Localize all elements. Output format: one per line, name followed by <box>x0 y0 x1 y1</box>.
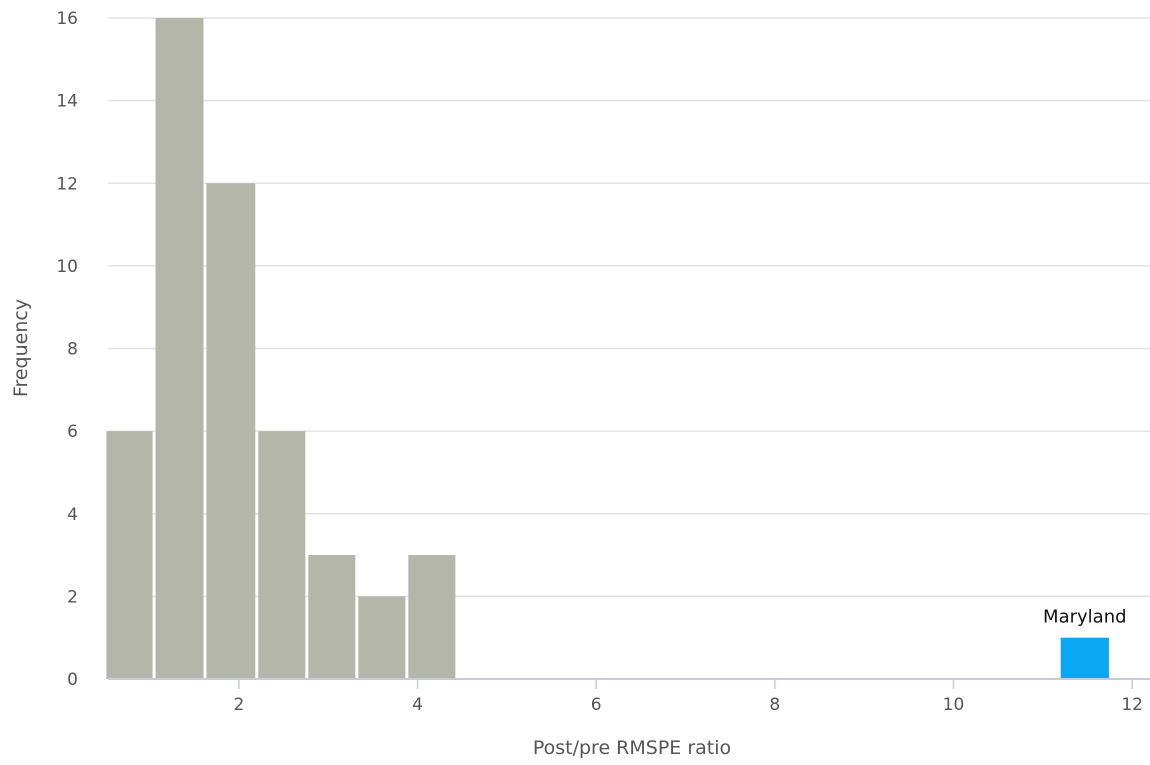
y-tick-label: 16 <box>56 9 78 29</box>
x-axis-title: Post/pre RMSPE ratio <box>533 737 731 759</box>
histogram-bar <box>358 596 406 679</box>
histogram-bar <box>155 18 204 679</box>
x-tick-label: 4 <box>412 695 423 715</box>
x-axis-ticks: 2 4 6 8 10 12 <box>234 679 1143 715</box>
histogram-bar <box>308 555 356 679</box>
y-axis-title: Frequency <box>10 299 32 397</box>
x-tick-label: 6 <box>591 695 602 715</box>
y-tick-label: 2 <box>67 587 78 607</box>
histogram-bar <box>106 431 153 679</box>
y-tick-label: 10 <box>56 257 78 277</box>
y-tick-label: 12 <box>56 174 78 194</box>
y-tick-label: 8 <box>67 340 78 360</box>
bars: Maryland <box>106 18 1127 679</box>
y-tick-label: 4 <box>67 505 78 525</box>
highlight-bar <box>1060 637 1109 679</box>
x-tick-label: 8 <box>769 695 780 715</box>
y-tick-label: 6 <box>67 422 78 442</box>
histogram-bar <box>206 183 256 679</box>
x-tick-label: 2 <box>234 695 245 715</box>
x-tick-label: 12 <box>1121 695 1143 715</box>
y-tick-label: 14 <box>56 92 78 112</box>
histogram-bar <box>258 431 306 679</box>
y-axis-ticks: 0 2 4 6 8 10 12 14 16 <box>56 9 78 690</box>
x-tick-label: 10 <box>943 695 965 715</box>
y-tick-label: 0 <box>67 670 78 690</box>
histogram-bar <box>408 555 456 679</box>
highlight-label: Maryland <box>1043 607 1126 628</box>
